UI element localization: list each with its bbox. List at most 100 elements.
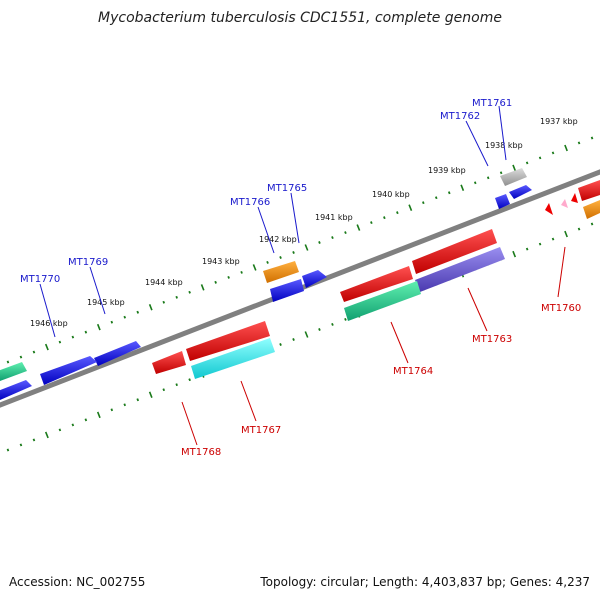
genome-summary: Topology: circular; Length: 4,403,837 bp… <box>260 575 590 589</box>
minor-tick <box>19 355 23 359</box>
gene-arrow-mt1762[interactable] <box>500 168 527 186</box>
gene-arrow-mt1765[interactable] <box>302 270 327 288</box>
gene-arrow-mt1770[interactable] <box>40 356 97 385</box>
minor-tick <box>6 360 10 364</box>
gene-arrow-blue-small[interactable] <box>495 194 510 209</box>
gene-arrow-mt1763-red[interactable] <box>412 229 497 274</box>
minor-tick <box>292 338 295 341</box>
minor-tick <box>240 270 243 274</box>
forward-tick-row <box>6 136 594 364</box>
gene-arrow-pink[interactable] <box>561 199 568 208</box>
gene-arrow-mt1769[interactable] <box>94 341 141 366</box>
gene-arrow-mt1767[interactable] <box>191 338 275 379</box>
reverse-strand-genes <box>152 180 600 379</box>
gene-label-mt1766: MT1766 <box>230 197 270 208</box>
major-tick <box>564 144 568 152</box>
major-tick <box>564 230 568 238</box>
gene-label-mt1763: MT1763 <box>472 334 512 345</box>
major-tick <box>356 224 361 231</box>
major-tick <box>96 323 101 331</box>
minor-tick <box>396 211 399 215</box>
minor-tick <box>383 216 386 220</box>
gene-arrow-blue-edge[interactable] <box>0 380 32 400</box>
major-tick <box>96 411 101 419</box>
minor-tick <box>175 295 178 299</box>
minor-tick <box>577 141 581 145</box>
kbp-label: 1945 kbp <box>87 298 125 307</box>
minor-tick <box>162 388 166 392</box>
gene-arrow-mt1768[interactable] <box>152 351 186 374</box>
minor-tick <box>84 418 88 422</box>
gene-arrow-blue-2[interactable] <box>270 279 304 302</box>
minor-tick <box>370 221 373 225</box>
minor-tick <box>344 317 347 321</box>
minor-tick <box>486 176 490 180</box>
major-tick <box>148 391 153 398</box>
minor-tick <box>331 322 334 326</box>
gene-label-mt1767: MT1767 <box>241 425 281 436</box>
gene-label-mt1768: MT1768 <box>181 447 221 458</box>
gene-arrow-orange-edge[interactable] <box>583 200 600 219</box>
minor-tick <box>318 328 321 331</box>
minor-tick <box>123 403 127 407</box>
major-tick <box>408 204 413 211</box>
minor-tick <box>188 378 191 382</box>
kbp-label: 1943 kbp <box>202 257 240 266</box>
minor-tick <box>525 247 529 251</box>
gene-arrow-mt1766[interactable] <box>263 261 299 283</box>
gene-arrow-mt1761[interactable] <box>509 185 532 199</box>
minor-tick <box>577 227 581 231</box>
gene-label-mt1760: MT1760 <box>541 303 581 314</box>
gene-arrow-green-edge[interactable] <box>0 362 27 381</box>
minor-tick <box>162 300 166 304</box>
map-title: Mycobacterium tuberculosis CDC1551, comp… <box>98 10 502 26</box>
minor-tick <box>538 242 542 246</box>
minor-tick <box>422 201 425 205</box>
kbp-label: 1937 kbp <box>540 117 578 126</box>
minor-tick <box>279 256 282 259</box>
major-tick <box>512 250 517 258</box>
minor-tick <box>331 236 334 240</box>
minor-tick <box>499 171 503 175</box>
minor-tick <box>136 310 140 314</box>
minor-tick <box>344 231 347 235</box>
major-tick <box>44 431 49 439</box>
minor-tick <box>110 320 114 324</box>
major-tick <box>304 244 309 251</box>
minor-tick <box>175 383 178 387</box>
gene-label-mt1762: MT1762 <box>440 111 480 122</box>
minor-tick <box>6 448 10 452</box>
gene-label-mt1765: MT1765 <box>267 183 307 194</box>
kbp-label: 1941 kbp <box>315 213 353 222</box>
gene-label-mt1761: MT1761 <box>472 98 512 109</box>
gene-arrow-green[interactable] <box>344 281 421 321</box>
forward-strand-genes <box>0 168 532 400</box>
minor-tick <box>318 241 321 244</box>
minor-tick <box>123 315 127 319</box>
minor-tick <box>551 237 555 241</box>
minor-tick <box>84 330 88 334</box>
major-tick <box>44 343 49 351</box>
kbp-label: 1946 kbp <box>30 319 68 328</box>
gene-labels: MT1761 MT1762 MT1765 MT1766 MT1769 MT177… <box>20 98 581 458</box>
gene-arrow-mt1767-red[interactable] <box>186 321 270 361</box>
minor-tick <box>266 260 269 264</box>
minor-tick <box>214 280 217 284</box>
gene-arrow-red-edge[interactable] <box>578 180 600 201</box>
gene-arrow-mt1763[interactable] <box>415 247 505 292</box>
major-tick <box>304 331 309 338</box>
minor-tick <box>292 251 295 254</box>
minor-tick <box>136 398 140 402</box>
gene-arrow-mt1760-a[interactable] <box>545 203 553 215</box>
minor-tick <box>525 161 529 165</box>
minor-tick <box>434 196 438 200</box>
accession-label: Accession: NC_002755 <box>9 575 146 589</box>
minor-tick <box>538 156 542 160</box>
minor-tick <box>551 151 555 155</box>
gene-arrow-red-small[interactable] <box>571 193 578 203</box>
minor-tick <box>279 343 282 346</box>
major-tick <box>200 284 205 291</box>
gene-arrow-mt1764[interactable] <box>340 266 413 302</box>
kbp-label: 1944 kbp <box>145 278 183 287</box>
